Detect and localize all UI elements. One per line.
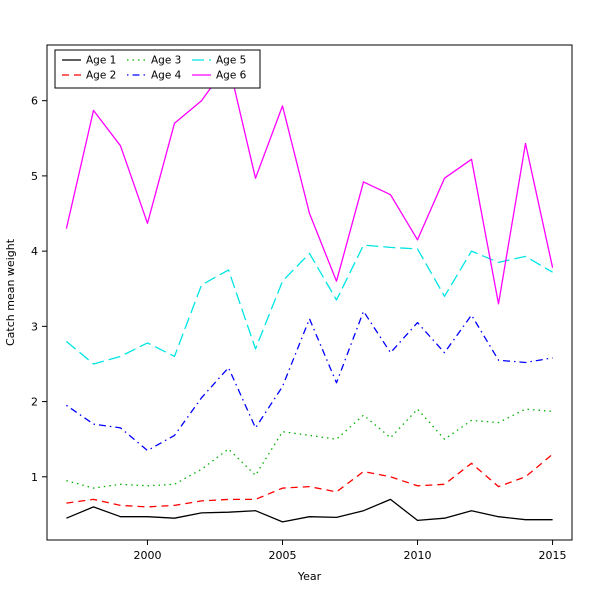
plot-border (46, 44, 573, 541)
legend-label: Age 3 (151, 55, 181, 67)
y-tick-label: 6 (31, 95, 38, 108)
series-line-age-2 (66, 453, 554, 508)
legend-label: Age 2 (86, 70, 116, 82)
x-axis-label: Year (297, 570, 322, 583)
y-tick-label: 2 (31, 396, 38, 409)
series-line-age-3 (66, 408, 553, 489)
x-tick-label: 2010 (404, 549, 432, 562)
series-line-age-5 (65, 244, 553, 365)
y-tick-label: 5 (31, 170, 38, 183)
x-tick-label: 2000 (133, 549, 161, 562)
legend-label: Age 5 (216, 55, 246, 67)
y-axis-label: Catch mean weight (4, 238, 17, 346)
x-tick-label: 2005 (268, 549, 296, 562)
legend-label: Age 1 (86, 55, 116, 67)
series-line-age-6 (65, 62, 554, 305)
legend-box (54, 49, 261, 89)
series-line-age-1 (66, 498, 553, 523)
legend-label: Age 4 (151, 70, 182, 82)
y-tick-label: 3 (31, 320, 38, 333)
series-line-age-4 (66, 310, 553, 452)
x-tick-label: 2015 (539, 549, 567, 562)
y-tick-label: 4 (31, 245, 38, 258)
y-tick-label: 1 (31, 471, 38, 484)
legend-label: Age 6 (216, 70, 247, 82)
